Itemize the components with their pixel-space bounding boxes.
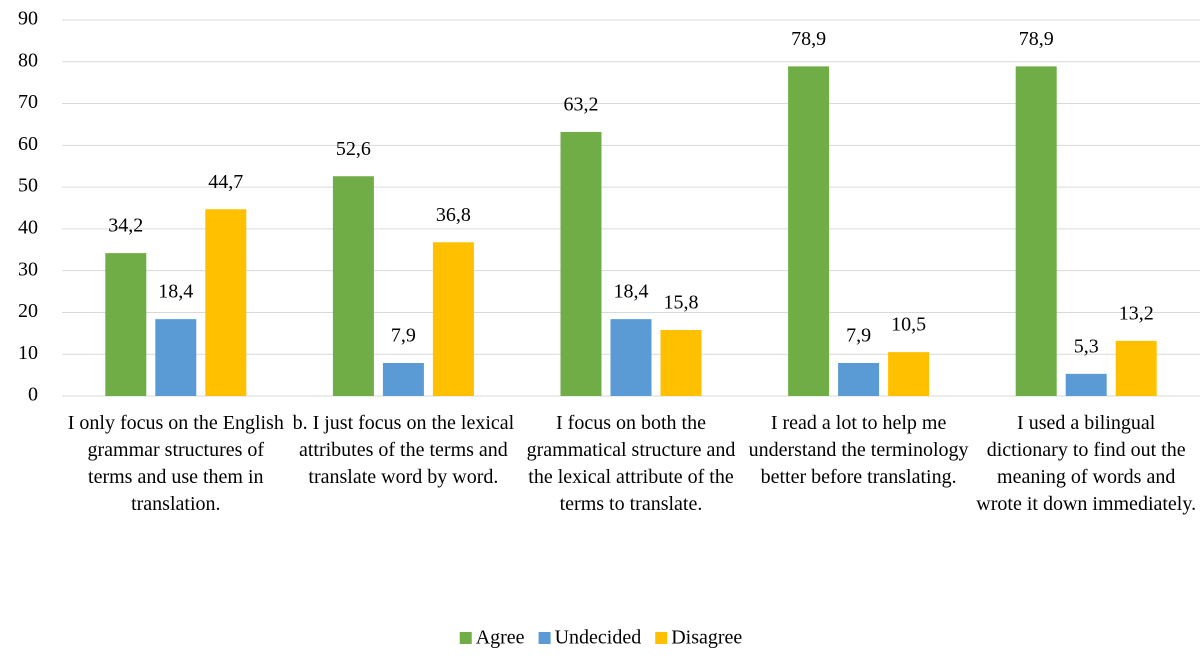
bar	[1015, 66, 1057, 396]
bar	[838, 362, 880, 396]
data-label: 18,4	[614, 281, 649, 303]
y-tick-label: 60	[18, 133, 38, 155]
bar	[155, 319, 197, 396]
bar	[105, 253, 147, 396]
data-label: 5,3	[1074, 335, 1099, 357]
x-tick-label: b. I just focus on the lexical attribute…	[292, 412, 515, 488]
data-label: 34,2	[108, 215, 143, 237]
bar	[205, 209, 247, 396]
data-label: 7,9	[846, 325, 871, 347]
y-tick-label: 10	[18, 342, 38, 364]
legend-swatch	[459, 632, 472, 644]
data-label: 10,5	[891, 314, 926, 336]
bar	[332, 176, 374, 396]
x-tick-label: I read a lot to help me understand the t…	[748, 412, 969, 488]
y-tick-label: 50	[18, 175, 38, 197]
bar	[382, 362, 424, 396]
data-label: 15,8	[664, 292, 699, 314]
legend-swatch	[538, 632, 551, 644]
legend-label: Undecided	[555, 627, 642, 649]
data-label: 36,8	[436, 204, 471, 226]
bar	[610, 319, 652, 396]
y-tick-label: 30	[18, 258, 38, 280]
y-tick-label: 20	[18, 300, 38, 322]
data-label: 13,2	[1119, 302, 1154, 324]
legend-swatch	[655, 632, 668, 644]
bar	[788, 66, 830, 396]
bar	[888, 352, 930, 396]
data-label: 78,9	[791, 28, 826, 50]
data-label: 44,7	[208, 171, 243, 193]
y-tick-label: 90	[18, 8, 38, 30]
bar	[560, 131, 602, 396]
y-tick-label: 70	[18, 91, 38, 113]
x-tick-label: I focus on both the grammatical structur…	[526, 412, 736, 515]
y-tick-label: 0	[28, 384, 38, 406]
bar	[1115, 340, 1157, 396]
y-tick-label: 80	[18, 49, 38, 71]
data-label: 63,2	[564, 94, 599, 116]
y-tick-label: 40	[18, 216, 38, 238]
legend-label: Agree	[476, 627, 525, 649]
x-tick-label: I only focus on the English grammar stru…	[67, 412, 284, 515]
bar	[1065, 373, 1107, 396]
data-label: 52,6	[336, 138, 371, 160]
bar	[660, 329, 702, 396]
legend-label: Disagree	[671, 627, 742, 649]
bar	[432, 242, 474, 396]
data-label: 18,4	[158, 281, 193, 303]
data-label: 7,9	[391, 325, 416, 347]
x-tick-label: I used a bilingual dictionary to find ou…	[976, 412, 1197, 515]
data-label: 78,9	[1019, 28, 1054, 50]
